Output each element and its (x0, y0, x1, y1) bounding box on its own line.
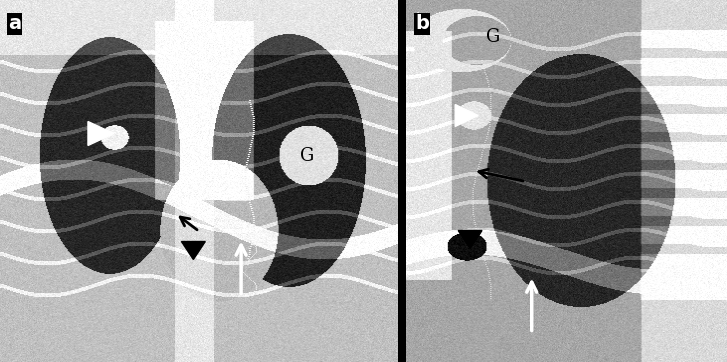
Polygon shape (455, 105, 478, 126)
Text: G: G (300, 147, 314, 164)
Polygon shape (458, 231, 482, 248)
Text: b: b (415, 14, 429, 33)
Polygon shape (88, 122, 114, 146)
Text: J: J (415, 10, 419, 25)
Polygon shape (182, 241, 205, 260)
Text: a: a (8, 14, 21, 33)
Text: G: G (486, 28, 500, 46)
